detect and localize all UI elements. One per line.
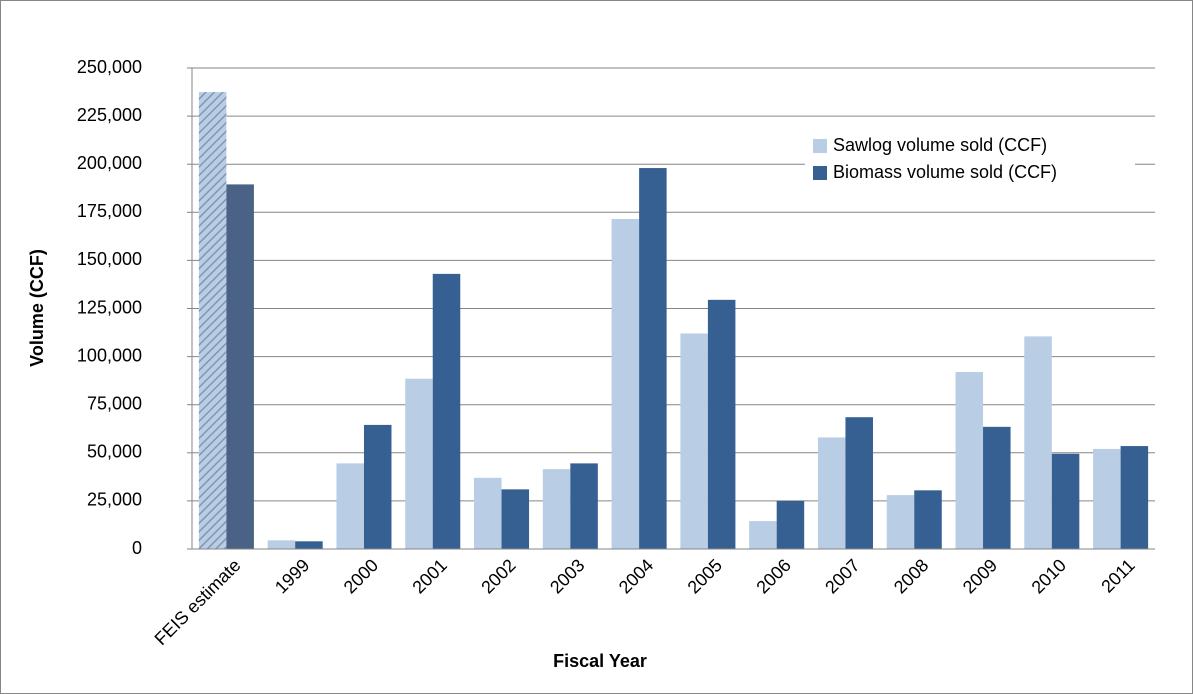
bar bbox=[198, 92, 227, 550]
bar bbox=[1093, 448, 1121, 549]
x-axis-title: Fiscal Year bbox=[553, 651, 647, 671]
y-tick-label: 200,000 bbox=[77, 153, 142, 173]
bar bbox=[432, 273, 461, 549]
bar bbox=[886, 495, 915, 549]
bar bbox=[639, 168, 667, 549]
bar bbox=[1120, 446, 1149, 549]
bar bbox=[336, 463, 364, 549]
y-tick-label: 25,000 bbox=[87, 490, 142, 510]
bar bbox=[570, 463, 598, 549]
y-tick-label: 175,000 bbox=[77, 201, 142, 221]
bar bbox=[363, 424, 392, 549]
bar bbox=[749, 521, 777, 549]
bar bbox=[817, 437, 846, 549]
y-tick-label: 0 bbox=[132, 538, 142, 558]
bar bbox=[914, 490, 942, 549]
bar bbox=[983, 426, 1011, 549]
bar bbox=[955, 371, 984, 549]
y-tick-label: 250,000 bbox=[77, 57, 142, 77]
bar bbox=[845, 417, 873, 549]
legend-label: Biomass volume sold (CCF) bbox=[833, 162, 1057, 182]
legend-swatch bbox=[813, 139, 827, 153]
bar bbox=[776, 500, 805, 549]
y-tick-label: 50,000 bbox=[87, 442, 142, 462]
y-tick-label: 225,000 bbox=[77, 105, 142, 125]
bar bbox=[405, 378, 433, 549]
bar bbox=[542, 469, 571, 549]
legend-label: Sawlog volume sold (CCF) bbox=[833, 135, 1047, 155]
legend-swatch bbox=[813, 166, 827, 180]
bar bbox=[267, 540, 296, 549]
bar bbox=[1051, 453, 1080, 549]
y-tick-label: 100,000 bbox=[77, 345, 142, 365]
bar bbox=[707, 299, 736, 549]
bar bbox=[501, 489, 530, 549]
legend-box bbox=[805, 132, 1135, 190]
y-tick-label: 75,000 bbox=[87, 393, 142, 413]
bar bbox=[226, 184, 254, 550]
bar bbox=[680, 333, 708, 549]
bar bbox=[611, 219, 640, 549]
bar bbox=[1024, 336, 1052, 549]
y-tick-label: 150,000 bbox=[77, 249, 142, 269]
y-tick-label: 125,000 bbox=[77, 297, 142, 317]
bar bbox=[295, 541, 323, 549]
y-axis-title: Volume (CCF) bbox=[27, 249, 47, 367]
bar bbox=[474, 477, 502, 549]
